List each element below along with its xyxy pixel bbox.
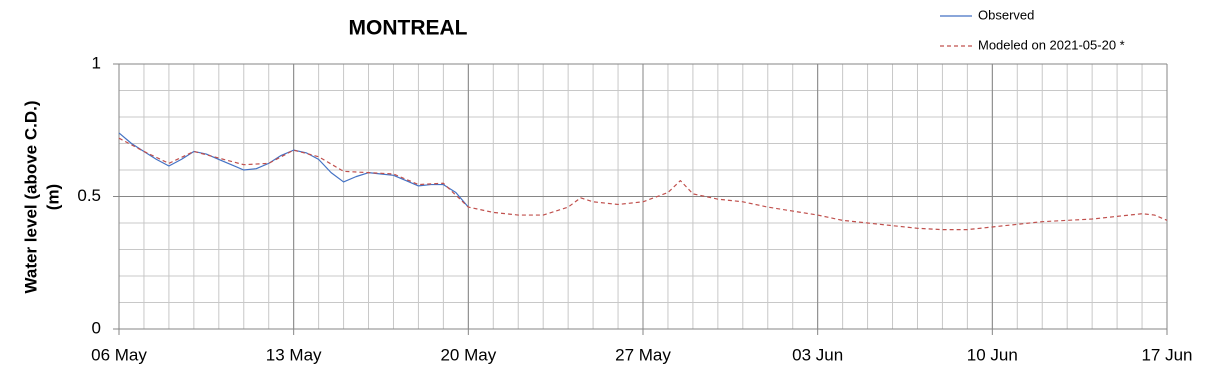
x-tick-label: 03 Jun (792, 345, 843, 364)
x-tick-label: 17 Jun (1141, 345, 1192, 364)
y-axis-label: Water level (above C.D.) (21, 100, 40, 293)
chart-title: MONTREAL (349, 17, 468, 40)
x-tick-label: 13 May (266, 345, 322, 364)
y-tick-label: 0 (92, 318, 101, 337)
series-line (118, 132, 469, 208)
legend-label: Modeled on 2021-05-20 * (978, 37, 1125, 52)
x-tick-label: 06 May (91, 345, 147, 364)
y-tick-label: 1 (92, 53, 101, 72)
x-tick-label: 27 May (615, 345, 671, 364)
x-tick-label: 20 May (440, 345, 496, 364)
y-axis-label: (m) (43, 184, 62, 210)
y-tick-label: 0.5 (77, 186, 101, 205)
x-tick-label: 10 Jun (967, 345, 1018, 364)
legend-label: Observed (978, 7, 1034, 22)
